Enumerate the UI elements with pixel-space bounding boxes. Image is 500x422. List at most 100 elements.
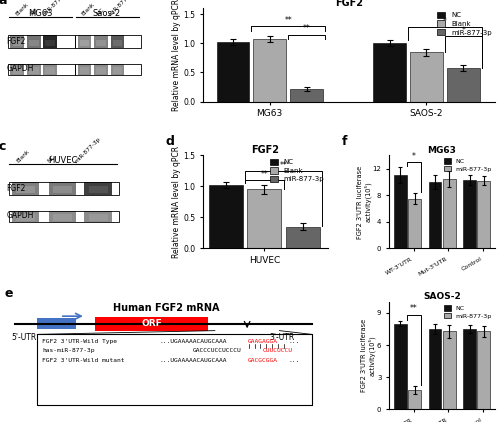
Bar	[12, 182, 40, 195]
Legend: NC, Blank, miR-877-3p: NC, Blank, miR-877-3p	[270, 159, 324, 182]
Bar	[38, 318, 76, 329]
Bar	[248, 189, 282, 249]
Text: **: **	[284, 16, 292, 25]
Text: ORF: ORF	[142, 319, 163, 328]
Text: a: a	[0, 0, 6, 7]
Bar	[110, 35, 124, 49]
Text: 5'-UTR: 5'-UTR	[12, 333, 36, 342]
Bar	[478, 181, 490, 249]
Text: **: **	[302, 24, 310, 33]
Bar	[53, 186, 72, 192]
Bar	[428, 182, 442, 249]
Bar	[443, 331, 456, 409]
Text: CUUCUCCU: CUUCUCCU	[263, 349, 293, 354]
Title: FGF2: FGF2	[252, 145, 280, 154]
Text: GAPDH: GAPDH	[6, 65, 34, 73]
Bar	[96, 316, 208, 330]
Text: Saos-2: Saos-2	[92, 9, 120, 19]
Text: *: *	[412, 152, 416, 161]
Text: miR-877-3p: miR-877-3p	[42, 0, 70, 17]
Bar	[112, 67, 122, 73]
Text: e: e	[4, 287, 12, 300]
Bar	[96, 67, 106, 73]
Text: **: **	[410, 305, 418, 314]
Bar	[9, 211, 118, 222]
Text: ...UGAAAAACAUGCAAA: ...UGAAAAACAUGCAAA	[160, 358, 228, 363]
Text: GACGCGGA: GACGCGGA	[248, 358, 278, 363]
Text: **: **	[260, 170, 268, 179]
Y-axis label: FGF2 3'UTR luciferase
activity(10⁵): FGF2 3'UTR luciferase activity(10⁵)	[356, 165, 371, 238]
Text: *: *	[462, 26, 465, 35]
Legend: NC, miR-877-3p: NC, miR-877-3p	[444, 159, 492, 172]
Bar	[80, 67, 90, 73]
Bar	[12, 211, 40, 222]
Text: FGF2: FGF2	[6, 184, 26, 193]
Bar	[394, 175, 406, 249]
Text: Human FGF2 mRNA: Human FGF2 mRNA	[113, 303, 220, 313]
Bar	[410, 52, 442, 102]
Bar	[94, 64, 108, 76]
Bar	[38, 334, 312, 405]
Bar	[96, 40, 106, 46]
Bar	[8, 35, 75, 49]
Bar	[286, 227, 320, 249]
Y-axis label: Relative mRNA level by qPCR: Relative mRNA level by qPCR	[172, 0, 180, 111]
Text: 3'-UTR: 3'-UTR	[270, 333, 295, 342]
Text: MG63: MG63	[28, 9, 53, 19]
Bar	[209, 185, 243, 249]
Bar	[463, 180, 476, 249]
Text: d: d	[166, 135, 175, 148]
Text: **: **	[280, 161, 287, 170]
Bar	[84, 211, 112, 222]
Bar	[428, 329, 442, 409]
Bar	[374, 43, 406, 102]
Text: miR-877-3p: miR-877-3p	[108, 0, 136, 17]
Bar	[88, 214, 108, 221]
Text: *: *	[443, 17, 447, 26]
Bar	[16, 214, 35, 221]
Legend: NC, Blank, miR-877-3p: NC, Blank, miR-877-3p	[437, 12, 492, 35]
Bar	[29, 67, 38, 73]
Y-axis label: FGF2 3'UTR luciferase
activity(10⁵): FGF2 3'UTR luciferase activity(10⁵)	[361, 319, 376, 392]
Text: GACCCUCCUCCCU: GACCCUCCUCCCU	[193, 349, 242, 354]
Text: HUVEC: HUVEC	[48, 156, 77, 165]
Bar	[78, 35, 92, 49]
Text: ...: ...	[288, 358, 300, 363]
Text: miR-877-3p: miR-877-3p	[74, 136, 102, 164]
Bar	[80, 40, 90, 46]
Bar	[75, 64, 140, 76]
Text: Blank: Blank	[14, 2, 30, 17]
Bar	[10, 35, 24, 49]
Bar	[12, 67, 22, 73]
Title: FGF2: FGF2	[335, 0, 363, 8]
Bar	[27, 64, 40, 76]
Bar	[110, 64, 124, 76]
Text: GAAGAGGA: GAAGAGGA	[248, 339, 278, 344]
Text: NC: NC	[46, 154, 56, 164]
Bar	[94, 35, 108, 49]
Text: ...UGAAAAACAUGCAAA: ...UGAAAAACAUGCAAA	[160, 339, 228, 344]
Bar	[216, 42, 249, 102]
Text: Blank: Blank	[16, 149, 31, 164]
Text: FGF2 3'UTR-Wild mutant: FGF2 3'UTR-Wild mutant	[42, 358, 124, 363]
Bar	[44, 35, 57, 49]
Text: FGF2: FGF2	[6, 38, 26, 46]
Bar	[27, 35, 40, 49]
Bar	[408, 390, 421, 409]
Bar	[16, 186, 35, 192]
Text: Blank: Blank	[80, 2, 96, 17]
Bar	[112, 40, 122, 46]
Bar	[8, 64, 75, 76]
Bar	[9, 182, 118, 195]
Bar	[29, 40, 38, 46]
Text: FGF2 3'UTR-Wild Type: FGF2 3'UTR-Wild Type	[42, 339, 117, 344]
Text: NC: NC	[30, 7, 40, 17]
Bar	[44, 64, 57, 76]
Text: c: c	[0, 141, 6, 154]
Bar	[12, 40, 22, 46]
Text: has-miR-877-3p: has-miR-877-3p	[42, 349, 94, 354]
Text: f: f	[342, 135, 347, 148]
Text: GAPDH: GAPDH	[6, 211, 34, 220]
Bar	[78, 64, 92, 76]
Text: ...: ...	[288, 339, 300, 344]
